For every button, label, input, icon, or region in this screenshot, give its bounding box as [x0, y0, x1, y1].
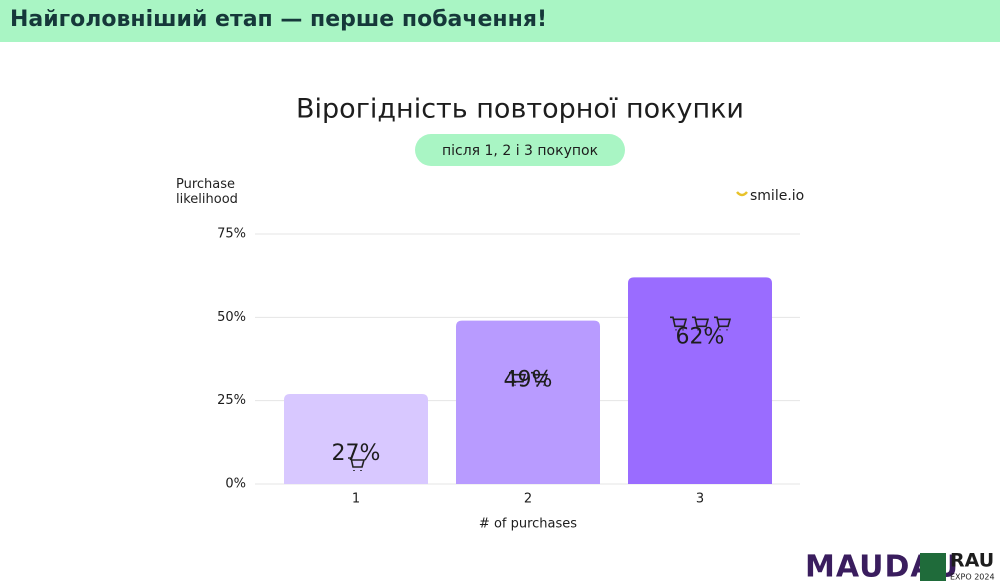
x-tick-label: 2 — [524, 492, 532, 507]
cart-icon — [714, 316, 732, 331]
cart-icon — [348, 457, 366, 471]
y-tick-label: 50% — [217, 310, 246, 325]
header-title: Найголовніший етап — перше побачення! — [10, 7, 547, 32]
bar — [284, 394, 428, 484]
y-axis-label: Purchase likelihood — [176, 177, 238, 207]
x-tick-label: 3 — [696, 492, 704, 507]
y-tick-label: 25% — [217, 393, 246, 408]
cart-icon — [692, 316, 710, 331]
y-tick-label: 0% — [225, 477, 246, 492]
subtitle-pill — [415, 134, 625, 166]
chart-subtitle: після 1, 2 і 3 покупок — [442, 143, 598, 159]
cart-icon — [670, 316, 688, 331]
cart-icon — [509, 371, 527, 386]
source: smile.io — [750, 188, 804, 204]
bar — [456, 320, 600, 484]
logo-icon — [920, 553, 946, 581]
logo-sub: EXPO 2024 — [950, 573, 995, 582]
value-label: 27% — [332, 441, 381, 466]
value-label: 62% — [676, 324, 725, 349]
value-label: 49% — [504, 368, 553, 393]
x-tick-label: 1 — [352, 492, 360, 507]
header-bar: Найголовніший етап — перше побачення! — [0, 0, 1000, 42]
chart-title: Вірогідність повторної покупки — [296, 94, 744, 125]
y-tick-label: 75% — [217, 227, 246, 242]
logo: RAU — [950, 550, 994, 572]
x-axis-label: # of purchases — [479, 517, 577, 532]
bar — [628, 277, 772, 484]
source-logo — [736, 191, 748, 197]
cart-icon — [531, 371, 549, 386]
